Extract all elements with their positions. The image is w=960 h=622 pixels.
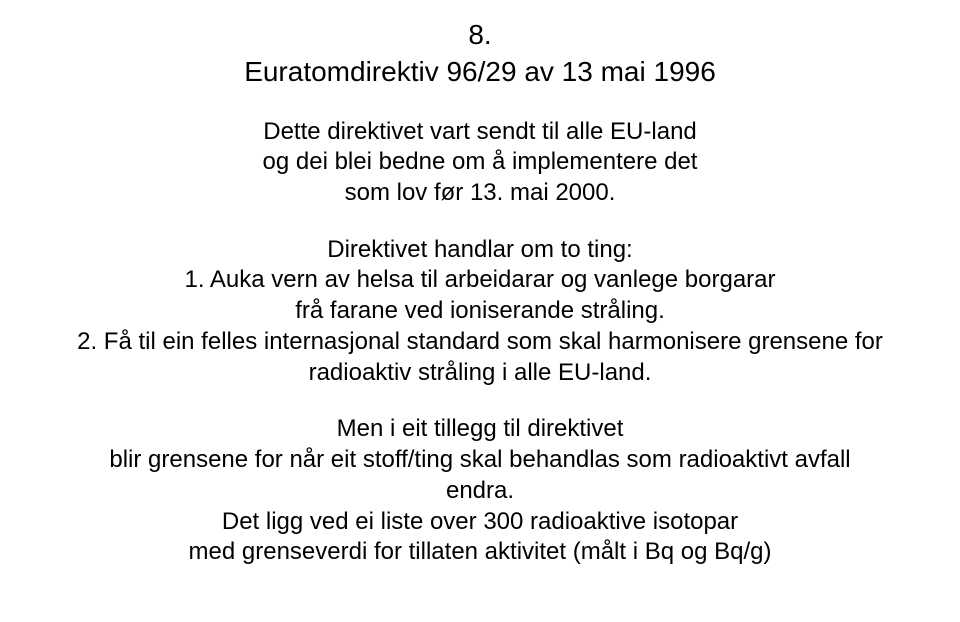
slide-title: Euratomdirektiv 96/29 av 13 mai 1996 bbox=[60, 54, 900, 89]
list-item-2: 2. Få til ein felles internasjonal stand… bbox=[60, 327, 900, 388]
closing-line-1: Men i eit tillegg til direktivet bbox=[60, 414, 900, 445]
slide-page: 8. Euratomdirektiv 96/29 av 13 mai 1996 … bbox=[0, 0, 960, 622]
list-item-2-line-1: 2. Få til ein felles internasjonal stand… bbox=[77, 328, 883, 355]
list-item-1: 1. Auka vern av helsa til arbeidarar og … bbox=[60, 265, 900, 326]
numbered-list: 1. Auka vern av helsa til arbeidarar og … bbox=[60, 265, 900, 388]
closing-paragraph: Men i eit tillegg til direktivet blir gr… bbox=[60, 414, 900, 568]
intro-paragraph: Dette direktivet vart sendt til alle EU-… bbox=[60, 117, 900, 209]
list-intro: Direktivet handlar om to ting: bbox=[60, 235, 900, 266]
list-item-1-line-1: 1. Auka vern av helsa til arbeidarar og … bbox=[184, 266, 775, 293]
slide-number: 8. bbox=[60, 18, 900, 52]
closing-line-4: Det ligg ved ei liste over 300 radioakti… bbox=[60, 507, 900, 538]
closing-line-3: endra. bbox=[60, 476, 900, 507]
intro-line-1: Dette direktivet vart sendt til alle EU-… bbox=[263, 118, 697, 145]
intro-line-2: og dei blei bedne om å implementere det bbox=[263, 148, 698, 175]
list-item-2-line-2: radioaktiv stråling i alle EU-land. bbox=[309, 359, 652, 386]
intro-line-3: som lov før 13. mai 2000. bbox=[345, 179, 616, 206]
closing-line-2: blir grensene for når eit stoff/ting ska… bbox=[60, 445, 900, 476]
closing-line-5: med grenseverdi for tillaten aktivitet (… bbox=[60, 537, 900, 568]
list-item-1-line-2: frå farane ved ioniserande stråling. bbox=[295, 297, 665, 324]
